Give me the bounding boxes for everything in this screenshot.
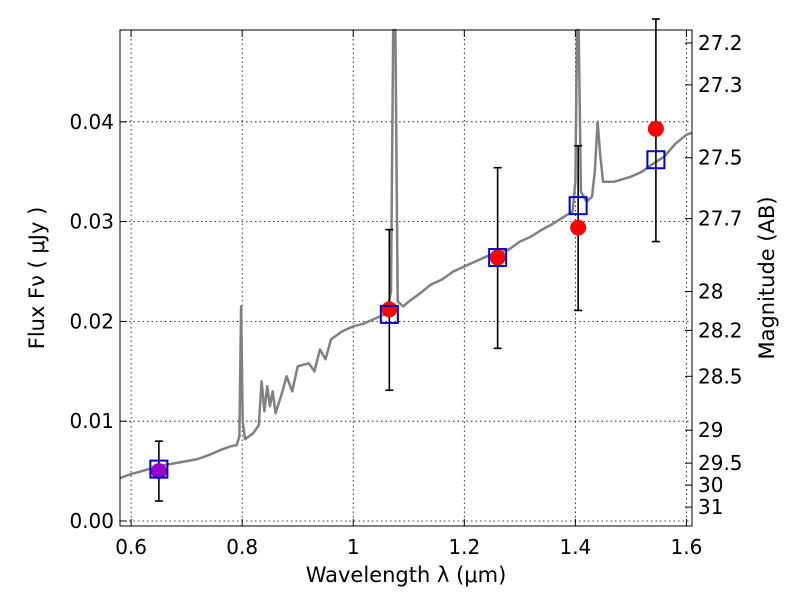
right-tick-label: 27.3 — [698, 73, 743, 97]
plot-background — [120, 30, 692, 526]
x-tick-label: 1.4 — [559, 535, 591, 559]
right-tick-label: 27.7 — [698, 207, 743, 231]
model-spectrum-layer — [119, 28, 693, 480]
y-tick-label: 0.02 — [69, 309, 114, 333]
right-axis-label: Magnitude (AB) — [755, 196, 779, 359]
grid — [120, 30, 692, 526]
model-flux-square — [568, 196, 588, 216]
plot-frame — [119, 29, 693, 527]
x-axis-label: Wavelength λ (μm) — [306, 563, 507, 587]
observed-flux-point — [647, 120, 664, 137]
ticks-layer: 0.6 0.8 1 1.2 1.4 1.6 0.00 0.01 0.02 0.03 0.04 27.2… — [69, 30, 743, 559]
model-flux-square — [488, 248, 508, 268]
y-tick-label: 0.03 — [69, 210, 114, 234]
model-flux-square — [646, 150, 666, 170]
y-axis-label: Flux Fν ( μJy ) — [25, 207, 49, 350]
model-flux-square — [379, 304, 399, 324]
observed-flux-point — [150, 463, 167, 480]
observed-flux-point — [381, 301, 398, 318]
right-tick-label: 31 — [698, 495, 723, 519]
right-tick-label: 27.5 — [698, 146, 743, 170]
model-flux-square — [149, 459, 169, 479]
y-tick-label: 0.01 — [69, 409, 114, 433]
observed-flux-point — [489, 249, 506, 266]
x-tick-label: 1.2 — [448, 535, 480, 559]
y-tick-label: 0.00 — [69, 509, 114, 533]
right-tick-label: 28 — [698, 279, 723, 303]
x-tick-label: 1 — [347, 535, 360, 559]
right-tick-label: 28.5 — [698, 364, 743, 388]
right-tick-label: 30 — [698, 473, 723, 497]
model-spectrum-line — [119, 28, 693, 480]
x-tick-label: 1.6 — [671, 535, 703, 559]
right-tick-label: 29.5 — [698, 451, 743, 475]
observed-flux-point — [570, 219, 587, 236]
x-tick-label: 0.8 — [226, 535, 258, 559]
y-tick-label: 0.04 — [69, 110, 114, 134]
right-tick-label: 29 — [698, 418, 723, 442]
data-points-layer — [149, 18, 666, 502]
x-tick-label: 0.6 — [115, 535, 147, 559]
right-tick-label: 28.2 — [698, 318, 743, 342]
right-tick-label: 27.2 — [698, 31, 743, 55]
